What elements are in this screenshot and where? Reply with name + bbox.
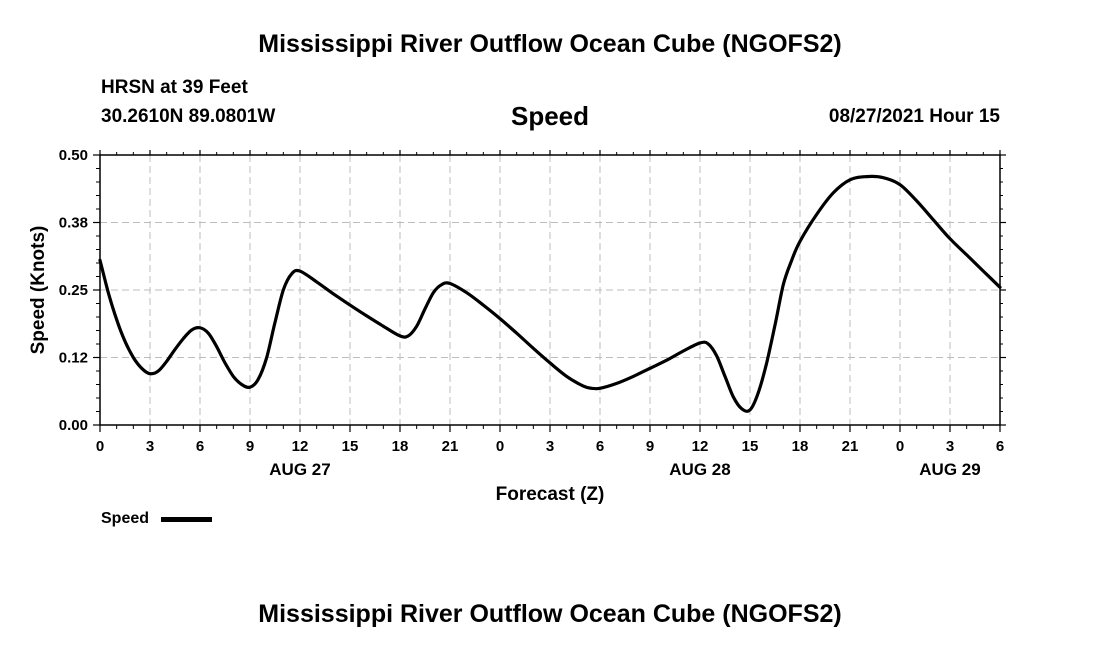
chart-title: Mississippi River Outflow Ocean Cube (NG…: [258, 30, 842, 58]
x-tick-label: 15: [342, 438, 359, 455]
x-tick-label: 15: [742, 438, 759, 455]
x-tick-label: 9: [246, 438, 254, 455]
y-axis-label: Speed (Knots): [28, 226, 49, 355]
y-tick-label: 0.00: [59, 417, 88, 434]
date-label: AUG 29: [919, 460, 980, 479]
x-tick-label: 18: [792, 438, 809, 455]
coordinates-label: 30.2610N 89.0801W: [101, 106, 276, 127]
footer-title: Mississippi River Outflow Ocean Cube (NG…: [258, 600, 842, 628]
date-label: AUG 28: [669, 460, 730, 479]
x-tick-label: 18: [392, 438, 409, 455]
x-tick-label: 6: [196, 438, 204, 455]
x-tick-label: 3: [946, 438, 954, 455]
x-tick-label: 9: [646, 438, 654, 455]
legend-label: Speed: [101, 510, 150, 527]
x-tick-label: 6: [996, 438, 1004, 455]
station-label: HRSN at 39 Feet: [101, 77, 248, 98]
legend-swatch: [161, 517, 212, 522]
chart-subtitle: Speed: [510, 101, 590, 131]
x-tick-label: 21: [842, 438, 859, 455]
y-tick-labels: 0.00 0.12 0.25 0.38 0.50: [59, 147, 88, 434]
x-tick-label: 3: [146, 438, 154, 455]
y-tick-label: 0.50: [59, 147, 88, 164]
datetime-label: 08/27/2021 Hour 15: [828, 106, 1000, 127]
x-tick-label: 12: [692, 438, 709, 455]
x-tick-label: 12: [292, 438, 309, 455]
x-tick-label: 3: [546, 438, 554, 455]
x-tick-label: 0: [896, 438, 904, 455]
grid-lines: [100, 155, 1000, 425]
x-tick-labels: 0 3 6 9 12 15 18 21 0 3 6 9 12 15 18 21 0 3 6: [96, 438, 1004, 455]
x-tick-label: 21: [442, 438, 459, 455]
date-label: AUG 27: [269, 460, 330, 479]
x-tick-label: 0: [496, 438, 504, 455]
speed-series-line: [98, 174, 1002, 413]
date-labels: AUG 27 AUG 28 AUG 29: [269, 460, 980, 479]
series-group: [98, 174, 1002, 413]
y-tick-label: 0.38: [59, 215, 88, 232]
x-tick-label: 0: [96, 438, 104, 455]
x-tick-label: 6: [596, 438, 604, 455]
y-tick-label: 0.25: [59, 282, 88, 299]
x-axis-label: Forecast (Z): [496, 484, 605, 505]
y-tick-label: 0.12: [59, 350, 88, 367]
axis-ticks: [93, 150, 1006, 432]
